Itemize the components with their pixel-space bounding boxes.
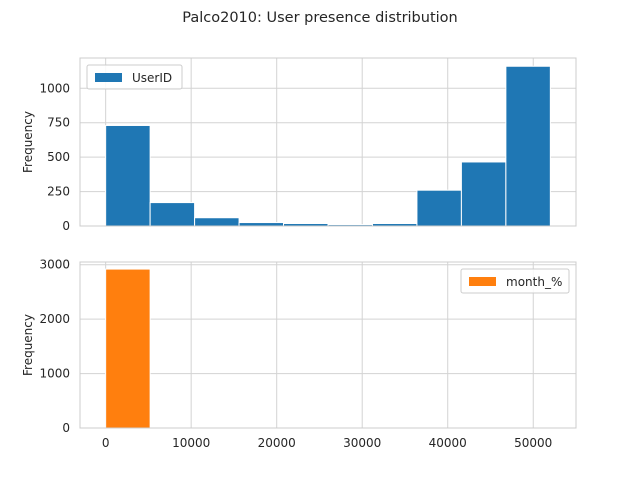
x-tick-label: 40000 (429, 436, 467, 450)
histogram-bar (460, 161, 507, 227)
y-tick-label: 250 (47, 185, 70, 199)
histogram-bar (505, 65, 551, 227)
x-tick-label: 10000 (172, 436, 210, 450)
histogram-bar (194, 217, 240, 227)
histogram-bar (105, 124, 151, 227)
legend: month_% (460, 268, 570, 294)
x-tick-label: 50000 (514, 436, 552, 450)
histogram-bar (105, 268, 151, 429)
legend: UserID (86, 64, 183, 90)
subplot-userid: 0 250 500 750 1000 Frequency UserID (21, 57, 577, 233)
y-tick-label: 500 (47, 150, 70, 164)
y-tick-label: 1000 (39, 367, 70, 381)
axes-frame (79, 261, 577, 429)
axes-frame (79, 57, 577, 227)
y-tick-label: 1000 (39, 81, 70, 95)
y-axis-label: Frequency (21, 314, 35, 376)
y-tick-label: 2000 (39, 312, 70, 326)
x-tick-label: 30000 (343, 436, 381, 450)
legend-swatch (95, 73, 122, 82)
legend-label: month_% (506, 275, 562, 289)
legend-label: UserID (132, 71, 172, 85)
y-tick-label: 0 (62, 219, 70, 233)
histogram-bar (238, 222, 285, 227)
legend-swatch (469, 277, 496, 286)
y-axis-label: Frequency (21, 111, 35, 173)
y-tick-label: 3000 (39, 258, 70, 272)
x-tick-label: 0 (102, 436, 110, 450)
x-tick-label: 20000 (258, 436, 296, 450)
legend-box (86, 64, 183, 90)
y-tick-label: 0 (62, 421, 70, 435)
legend-box (460, 268, 570, 294)
y-tick-label: 750 (47, 116, 70, 130)
histogram-bar (149, 202, 196, 227)
figure-title: Palco2010: User presence distribution (182, 10, 457, 26)
histogram-bar (416, 189, 462, 227)
